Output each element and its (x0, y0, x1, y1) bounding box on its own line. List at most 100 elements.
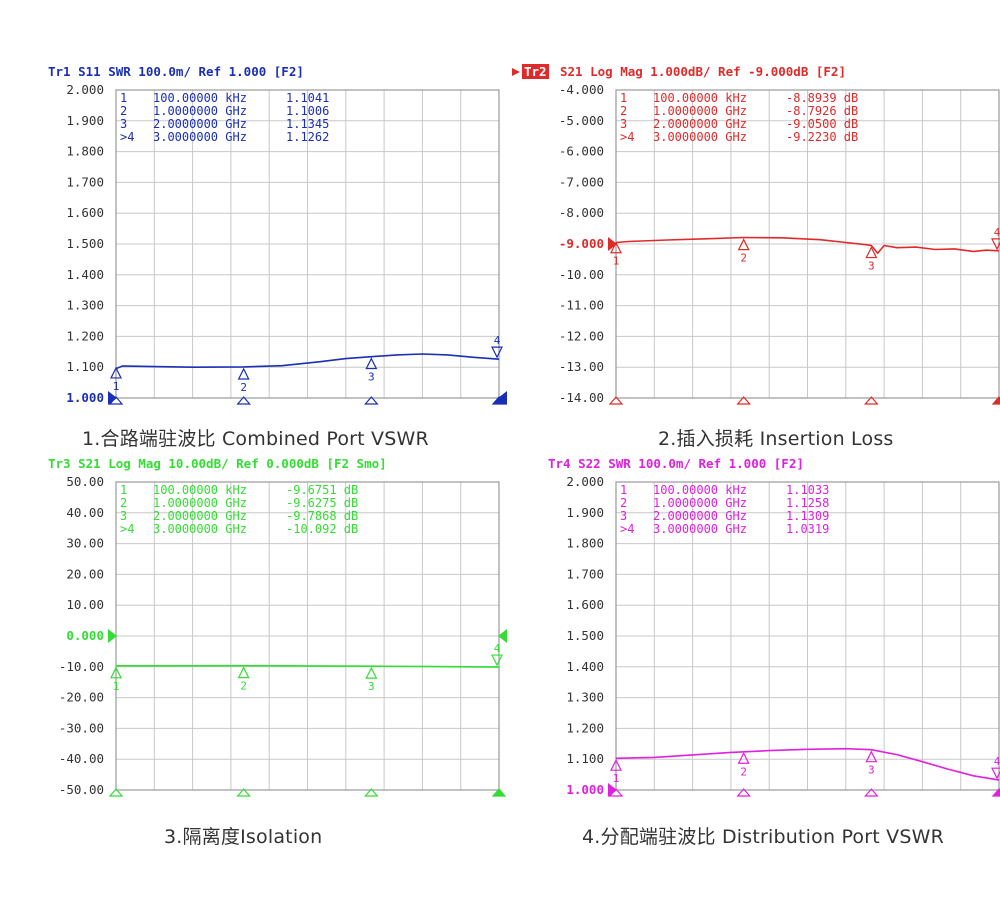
marker-readout-value: -9.6751 dB (286, 483, 358, 497)
x-marker-triangle (108, 788, 124, 797)
y-tick-label: -5.000 (559, 113, 604, 128)
marker-readout-label: 2 (620, 496, 627, 510)
series-line (116, 664, 500, 668)
chart-panel-isolation: Tr3 S21 Log Mag 10.00dB/ Ref 0.000dB [F2… (0, 450, 507, 815)
chart-distribution-vswr: Tr4 S22 SWR 100.0m/ Ref 1.000 [F2] 2.000 1… (548, 456, 1000, 797)
y-tick-label: 1.000 (566, 782, 604, 797)
y-tick-label: -4.000 (559, 82, 604, 97)
marker-readout-value: 1.1262 (286, 130, 329, 144)
marker-readout-freq: 3.0000000 GHz (153, 130, 247, 144)
marker-readout-value: -8.8939 dB (786, 91, 858, 105)
data-point (737, 751, 750, 764)
x-marker-triangle (108, 396, 124, 405)
marker-readout-label: 2 (120, 496, 127, 510)
marker-readout-freq: 1.0000000 GHz (153, 496, 247, 510)
y-tick-label: 1.700 (566, 566, 604, 581)
plot-grid (615, 481, 1000, 791)
y-tick-label: 1.100 (66, 359, 104, 374)
y-tick-label: -50.00 (59, 782, 104, 797)
y-tick-label: 1.700 (66, 174, 104, 189)
x-marker-triangle (364, 396, 379, 405)
ref-level-marker-right (498, 629, 507, 643)
y-tick-label: -14.00 (559, 390, 604, 405)
data-point (737, 238, 750, 251)
marker-tag: 4 (994, 226, 1000, 239)
active-trace-arrow (512, 68, 520, 76)
marker-readout-freq: 100.00000 kHz (653, 483, 747, 497)
chart-caption: 4.分配端驻波比 Distribution Port VSWR (582, 826, 945, 848)
marker-readout-label: 2 (120, 104, 127, 118)
y-tick-label: 2.000 (566, 474, 604, 489)
marker-readout-freq: 2.0000000 GHz (653, 117, 747, 131)
chart-title: Tr4 S22 SWR 100.0m/ Ref 1.000 [F2] (548, 456, 804, 471)
marker-readout-value: -10.092 dB (286, 522, 358, 536)
marker-readout-label: 1 (620, 91, 627, 105)
y-tick-label: 1.000 (66, 390, 104, 405)
data-point (865, 750, 878, 763)
marker-readout-freq: 3.0000000 GHz (153, 522, 247, 536)
y-tick-label: -10.00 (59, 659, 104, 674)
y-tick-label: -7.000 (559, 174, 604, 189)
marker-tag: 2 (740, 765, 747, 778)
marker-tag: 1 (113, 380, 120, 393)
marker-readout-label: 3 (620, 509, 627, 523)
x-marker-triangle (991, 788, 1000, 797)
series-line (615, 236, 1000, 254)
marker-tag: 3 (368, 371, 375, 384)
y-tick-label: 1.100 (566, 751, 604, 766)
chart-insertion-loss: Tr2 S21 Log Mag 1.000dB/ Ref -9.000dB [F2… (512, 64, 1000, 405)
y-tick-label: 1.800 (566, 536, 604, 551)
ref-level-marker-left (608, 783, 617, 797)
chart-title: Tr3 S21 Log Mag 10.00dB/ Ref 0.000dB [F2… (48, 456, 387, 471)
y-tick-label: -8.000 (559, 205, 604, 220)
marker-readout-freq: 1.0000000 GHz (153, 104, 247, 118)
marker-readout-value: 1.1006 (286, 104, 329, 118)
data-point (237, 666, 250, 679)
data-point (110, 666, 122, 679)
marker-readout-value: -9.7868 dB (286, 509, 358, 523)
chart-caption: 3.隔离度Isolation (164, 826, 323, 848)
data-point (610, 758, 622, 771)
marker-readout-value: 1.1345 (286, 117, 329, 131)
y-tick-label: -9.000 (559, 236, 604, 251)
y-tick-label: 1.500 (566, 628, 604, 643)
y-tick-label: 2.000 (66, 82, 104, 97)
data-point (865, 246, 878, 259)
marker-readout-freq: 2.0000000 GHz (653, 509, 747, 523)
x-marker-triangle (364, 788, 379, 797)
marker-readout-value: -9.2230 dB (786, 130, 858, 144)
marker-tag: 1 (613, 772, 620, 785)
y-tick-label: -20.00 (59, 690, 104, 705)
chart-caption: 1.合路端驻波比 Combined Port VSWR (82, 428, 429, 450)
trace-tag: Tr2 (524, 64, 547, 79)
marker-readout-label: >4 (620, 522, 634, 536)
x-marker-triangle (864, 396, 879, 405)
marker-readout-label: >4 (120, 130, 134, 144)
y-tick-label: 1.600 (566, 597, 604, 612)
y-tick-label: 1.600 (66, 205, 104, 220)
y-tick-label: 1.300 (66, 298, 104, 313)
y-tick-label: 1.400 (66, 267, 104, 282)
marker-readout-label: 3 (620, 117, 627, 131)
chart-caption: 2.插入损耗 Insertion Loss (658, 428, 894, 450)
chart-title: Tr1 S11 SWR 100.0m/ Ref 1.000 [F2] (48, 64, 304, 79)
marker-tag: 2 (240, 381, 247, 394)
chart-title: S21 Log Mag 1.000dB/ Ref -9.000dB [F2] (560, 64, 846, 79)
marker-readout-label: 3 (120, 117, 127, 131)
y-tick-label: 1.500 (66, 236, 104, 251)
y-tick-label: 1.800 (66, 144, 104, 159)
y-tick-label: -40.00 (59, 751, 104, 766)
y-tick-label: 20.00 (66, 566, 104, 581)
ref-level-marker-left (608, 237, 617, 251)
y-tick-label: -10.00 (559, 267, 604, 282)
marker-readout-freq: 100.00000 kHz (653, 91, 747, 105)
marker-readout-value: -9.0500 dB (786, 117, 858, 131)
marker-tag: 4 (994, 755, 1000, 768)
x-marker-triangle (864, 788, 879, 797)
marker-tag: 3 (368, 680, 375, 693)
x-marker-triangle (608, 788, 624, 797)
data-point (365, 666, 378, 679)
plot-frame (615, 481, 1000, 791)
y-tick-label: 50.00 (66, 474, 104, 489)
x-marker-triangle (491, 396, 507, 405)
